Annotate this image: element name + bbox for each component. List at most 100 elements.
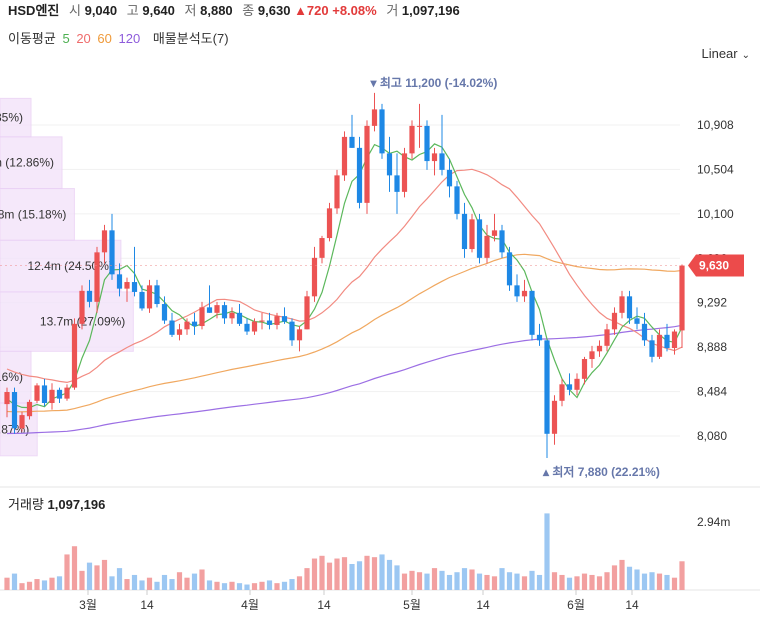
ma60-label[interactable]: 60	[97, 31, 112, 46]
candle-body	[611, 312, 618, 330]
volume-bar	[169, 579, 175, 590]
time-axis-label: 6월	[567, 598, 585, 612]
volume-bar	[641, 573, 648, 590]
volume-bar	[259, 581, 265, 590]
volume-bar	[289, 579, 295, 590]
volume-profile-bar	[0, 188, 75, 241]
candle-body	[469, 219, 475, 250]
volume-bar	[124, 579, 130, 590]
volume-panel-label: 거래량	[8, 497, 44, 512]
candle-body	[251, 321, 258, 332]
volume-bar	[79, 570, 85, 590]
volume-bar	[266, 580, 273, 590]
candle-body	[281, 316, 288, 322]
volume-bar	[349, 564, 355, 590]
candle-body	[169, 320, 175, 335]
volume-bar	[34, 579, 40, 590]
volume-bar	[529, 570, 535, 590]
candle-body	[671, 331, 678, 349]
candle-body	[101, 230, 108, 253]
volume-bar	[154, 581, 160, 590]
candle-body	[589, 351, 595, 360]
time-axis-label: 5월	[403, 598, 421, 612]
volume-bar	[109, 576, 115, 590]
current-price-badge	[688, 254, 744, 277]
volume-bar	[41, 580, 48, 590]
candle-body	[401, 153, 408, 192]
volume-bar	[656, 573, 663, 590]
candle-body	[491, 230, 498, 236]
volume-bar	[664, 574, 670, 590]
volume-bar	[476, 573, 483, 590]
ma120-label[interactable]: 120	[118, 31, 141, 46]
candle-body	[139, 291, 145, 309]
volume-bar	[49, 577, 55, 590]
candle-body	[11, 392, 18, 429]
candle-body	[634, 318, 640, 324]
volume-bar	[341, 557, 348, 590]
volume-bar	[371, 557, 378, 590]
change-value: ▲720 +8.08%	[294, 3, 377, 18]
candle-body	[559, 384, 565, 401]
ma60-line	[6, 253, 683, 413]
candle-body	[484, 235, 490, 258]
volume-bar	[589, 574, 595, 590]
volume-bar	[319, 555, 325, 590]
candle-body	[26, 401, 33, 417]
price-tick-label: 10,504	[697, 162, 734, 176]
low-annotation: ▴ 최저 7,880 (22.21%)	[542, 464, 660, 479]
volume-bar	[101, 559, 108, 590]
volume-bar	[214, 581, 220, 590]
volume-bar	[536, 574, 543, 590]
volume-bar	[94, 565, 100, 590]
candle-body	[446, 169, 453, 187]
candle-body	[319, 238, 325, 258]
candle-body	[229, 312, 235, 319]
volume-bar	[596, 576, 603, 590]
candle-body	[49, 389, 55, 404]
scale-mode-label: Linear	[701, 46, 738, 61]
candle-body	[214, 305, 220, 313]
volume-bar	[484, 574, 490, 590]
close-label: 종	[242, 3, 255, 18]
volume-profile-label[interactable]: 매물분석도(7)	[152, 31, 229, 46]
volume-bar	[559, 574, 565, 590]
scale-dropdown[interactable]: Linear ⌄	[701, 46, 750, 61]
candle-body	[34, 385, 40, 401]
candle-body	[551, 400, 558, 434]
volume-bar	[461, 568, 468, 590]
candle-body	[304, 296, 310, 330]
candle-body	[581, 359, 588, 379]
volume-panel-title: 거래량 1,097,196	[8, 494, 105, 513]
volume-bar	[379, 554, 385, 590]
volume-bar	[86, 562, 93, 590]
candle-body	[566, 384, 573, 390]
open-label: 시	[69, 3, 81, 18]
volume-bar	[491, 576, 498, 590]
volume-profile-label: 3.12m (6.16%)	[0, 370, 23, 384]
low-value: 8,880	[200, 3, 233, 18]
volume-bar	[431, 568, 438, 590]
volume-bar	[574, 576, 580, 590]
price-tick-label: 9,292	[697, 296, 727, 310]
volume-bar	[199, 569, 205, 590]
price-tick-label: 10,100	[697, 207, 734, 221]
volume-bar	[206, 580, 213, 590]
volume-profile-label: 3.21m (6.35%)	[0, 111, 23, 125]
volume-bar	[551, 572, 558, 590]
ma5-label[interactable]: 5	[62, 31, 70, 46]
candle-body	[244, 323, 250, 332]
candle-body	[506, 252, 513, 286]
ma-title: 이동평균	[8, 31, 56, 46]
volume-bar	[184, 577, 190, 590]
candle-body	[296, 329, 303, 341]
candle-body	[116, 274, 123, 289]
volume-bar	[499, 568, 505, 590]
ma20-label[interactable]: 20	[76, 31, 91, 46]
volume-bar	[304, 568, 310, 590]
time-axis-label: 14	[317, 598, 331, 612]
candle-body	[199, 307, 205, 327]
candle-body	[184, 321, 190, 330]
volume-bar	[244, 584, 250, 590]
